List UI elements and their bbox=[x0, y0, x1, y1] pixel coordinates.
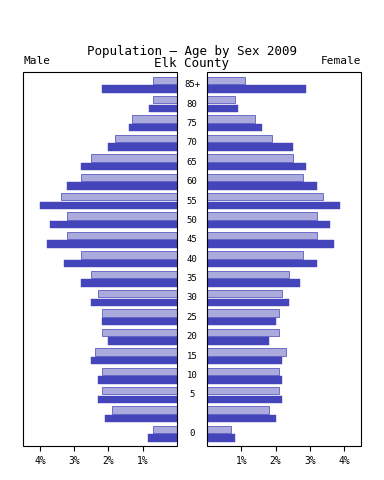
Bar bbox=[207, 434, 235, 442]
Bar bbox=[207, 240, 334, 248]
Bar bbox=[207, 357, 283, 364]
Text: 5: 5 bbox=[189, 391, 195, 399]
Bar bbox=[91, 154, 177, 162]
Bar bbox=[68, 213, 177, 220]
Text: 45: 45 bbox=[187, 235, 197, 244]
Bar bbox=[153, 426, 177, 433]
Bar bbox=[153, 77, 177, 84]
Bar bbox=[115, 135, 177, 142]
Bar bbox=[101, 329, 177, 336]
Bar bbox=[98, 376, 177, 384]
Bar bbox=[207, 144, 293, 151]
Bar bbox=[207, 251, 303, 259]
Bar bbox=[207, 232, 316, 239]
Bar bbox=[207, 415, 276, 422]
Text: 35: 35 bbox=[187, 274, 197, 283]
Bar bbox=[207, 116, 255, 123]
Text: 0: 0 bbox=[189, 429, 195, 438]
Bar bbox=[207, 124, 262, 132]
Bar bbox=[207, 105, 238, 112]
Text: Elk County: Elk County bbox=[154, 57, 230, 70]
Text: 65: 65 bbox=[187, 158, 197, 167]
Bar bbox=[207, 174, 303, 181]
Bar bbox=[91, 271, 177, 278]
Bar bbox=[61, 193, 177, 201]
Bar bbox=[101, 310, 177, 317]
Bar bbox=[207, 407, 269, 414]
Bar bbox=[153, 96, 177, 103]
Bar bbox=[64, 260, 177, 267]
Bar bbox=[207, 221, 330, 228]
Bar bbox=[207, 337, 269, 345]
Bar bbox=[207, 318, 276, 325]
Bar bbox=[101, 318, 177, 325]
Bar bbox=[207, 387, 279, 395]
Bar bbox=[105, 415, 177, 422]
Bar bbox=[207, 368, 279, 375]
Bar bbox=[81, 251, 177, 259]
Bar bbox=[101, 85, 177, 93]
Bar bbox=[132, 116, 177, 123]
Bar bbox=[47, 240, 177, 248]
Text: 15: 15 bbox=[187, 352, 197, 360]
Bar bbox=[98, 396, 177, 403]
Bar bbox=[207, 96, 235, 103]
Bar bbox=[207, 376, 283, 384]
Text: 80: 80 bbox=[187, 99, 197, 108]
Bar bbox=[207, 85, 306, 93]
Text: 25: 25 bbox=[187, 313, 197, 322]
Text: Male: Male bbox=[23, 56, 50, 66]
Bar bbox=[207, 182, 316, 190]
Bar bbox=[40, 202, 177, 209]
Bar bbox=[108, 337, 177, 345]
Bar bbox=[81, 174, 177, 181]
Bar bbox=[91, 299, 177, 306]
Bar bbox=[91, 357, 177, 364]
Text: 10: 10 bbox=[187, 371, 197, 380]
Bar bbox=[207, 260, 316, 267]
Text: 70: 70 bbox=[187, 138, 197, 147]
Bar bbox=[207, 310, 279, 317]
Bar bbox=[108, 144, 177, 151]
Bar bbox=[207, 135, 272, 142]
Bar bbox=[207, 329, 279, 336]
Bar bbox=[112, 407, 177, 414]
Text: 55: 55 bbox=[187, 196, 197, 205]
Text: 20: 20 bbox=[187, 332, 197, 341]
Bar bbox=[207, 271, 289, 278]
Bar bbox=[101, 387, 177, 395]
Bar bbox=[95, 348, 177, 356]
Bar bbox=[207, 426, 231, 433]
Bar bbox=[101, 368, 177, 375]
Bar bbox=[207, 348, 286, 356]
Bar bbox=[81, 279, 177, 287]
Bar bbox=[207, 290, 283, 298]
Bar bbox=[98, 290, 177, 298]
Bar bbox=[207, 396, 283, 403]
Text: 50: 50 bbox=[187, 216, 197, 225]
Bar bbox=[207, 154, 293, 162]
Text: 75: 75 bbox=[187, 119, 197, 128]
Bar bbox=[207, 193, 323, 201]
Text: Female: Female bbox=[321, 56, 361, 66]
Bar bbox=[129, 124, 177, 132]
Bar bbox=[68, 232, 177, 239]
Text: 40: 40 bbox=[187, 255, 197, 264]
Text: 30: 30 bbox=[187, 293, 197, 302]
Bar bbox=[81, 163, 177, 170]
Text: 85+: 85+ bbox=[184, 80, 200, 89]
Text: 60: 60 bbox=[187, 177, 197, 186]
Bar bbox=[207, 299, 289, 306]
Bar bbox=[147, 434, 177, 442]
Bar bbox=[50, 221, 177, 228]
Bar bbox=[207, 202, 341, 209]
Bar bbox=[207, 163, 306, 170]
Bar bbox=[207, 213, 316, 220]
Bar bbox=[207, 279, 300, 287]
Text: Population — Age by Sex 2009: Population — Age by Sex 2009 bbox=[87, 45, 297, 58]
Bar bbox=[68, 182, 177, 190]
Bar bbox=[207, 77, 245, 84]
Bar bbox=[149, 105, 177, 112]
